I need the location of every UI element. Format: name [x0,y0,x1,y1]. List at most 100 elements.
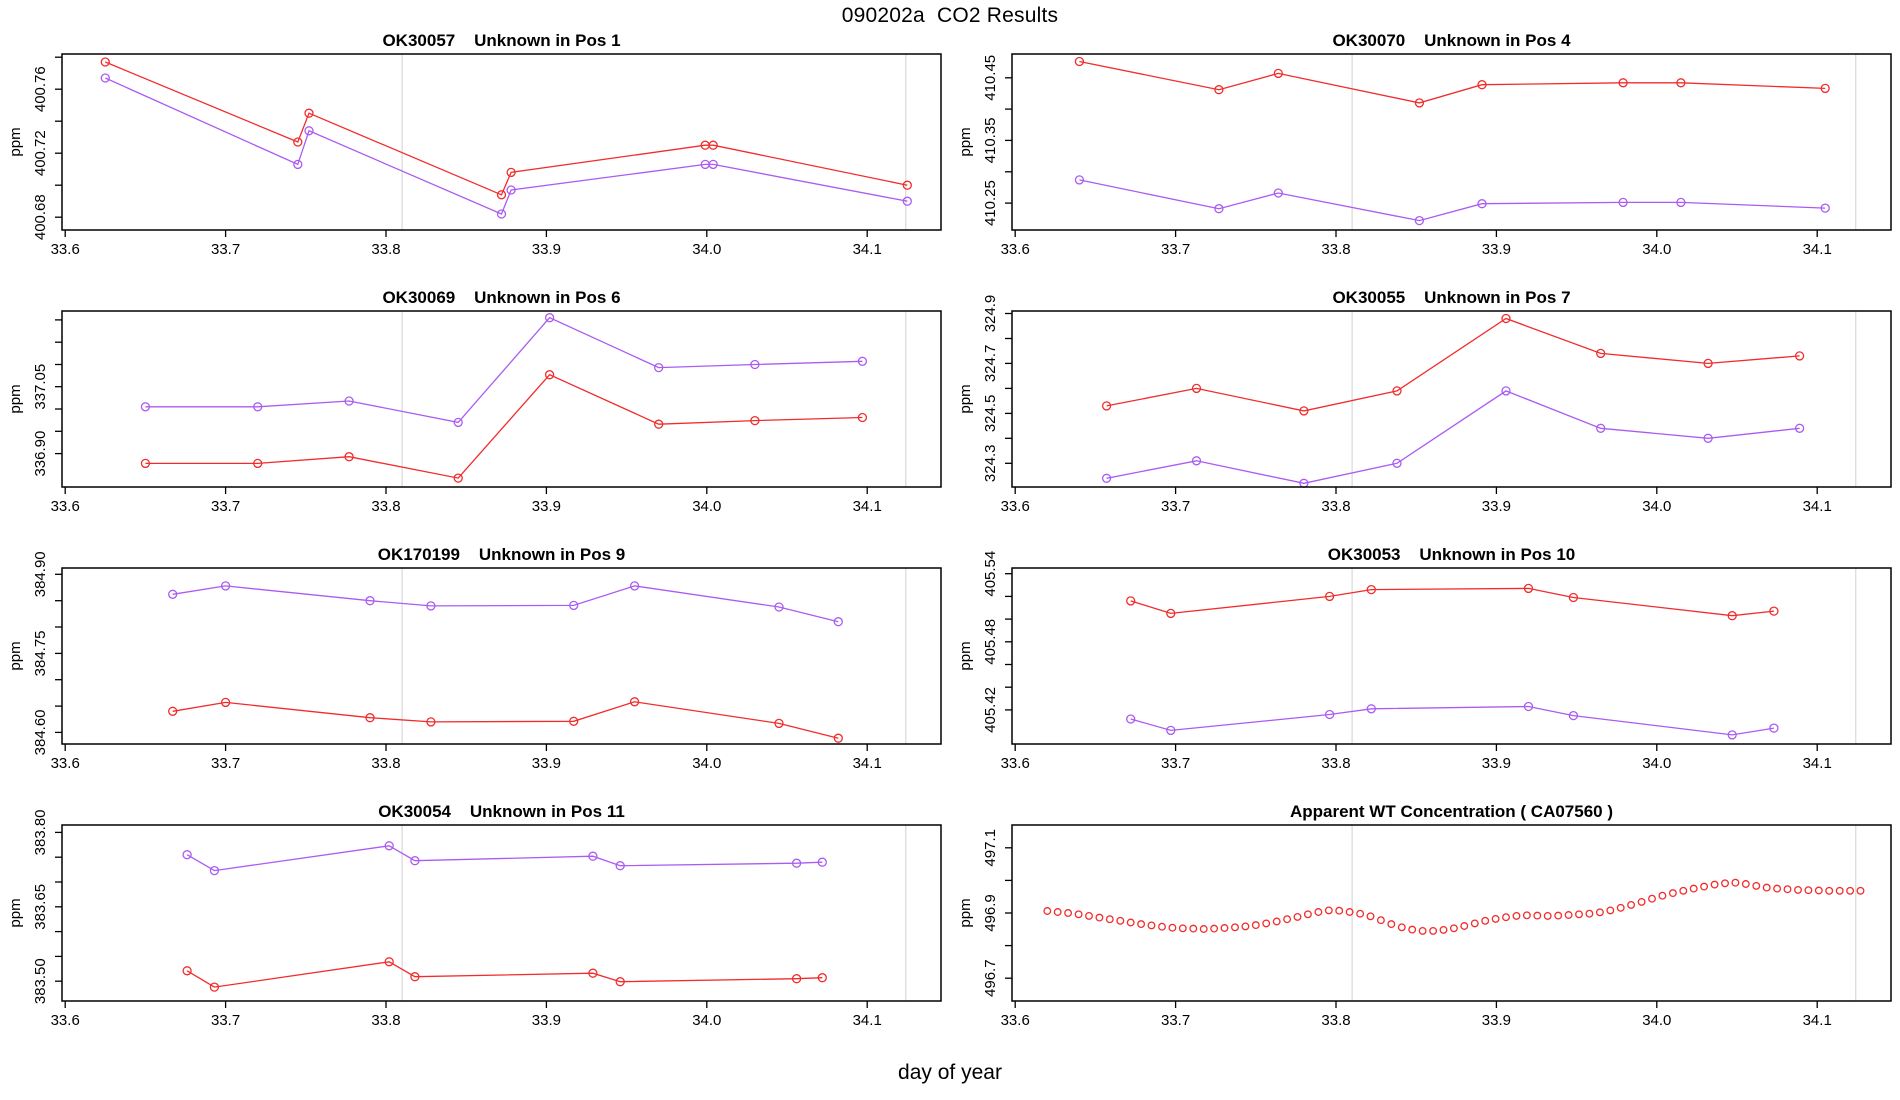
data-point-marker [304,108,314,118]
x-tick-label: 33.6 [51,755,80,772]
chart-panel-pos9: 33.6 33.7 33.8 33.9 34.0 34.1 384.60 384.75 384.… [0,544,950,801]
data-point-marker [1335,906,1344,915]
data-point-marker [1283,915,1292,924]
x-tick-label: 33.8 [1321,755,1350,772]
data-point-marker [1376,916,1385,925]
data-point-marker [384,957,394,967]
data-point-marker [100,57,110,67]
plot-box [1011,824,1892,1002]
data-point-marker [1366,912,1375,921]
data-point-marker [774,718,784,729]
plot-box [1011,310,1892,488]
data-point-marker [1679,886,1688,895]
y-tick-label: 496.7 [982,959,999,997]
series-line-purple [1130,705,1775,736]
data-point-marker [1414,98,1425,108]
data-point-marker [1366,704,1376,714]
data-point-marker [506,185,516,195]
y-tick-label: 384.90 [32,551,49,597]
y-tick-label: 383.80 [32,809,49,855]
data-point-marker [1491,914,1500,923]
data-point-marker [140,458,151,469]
y-tick-label: 324.7 [982,345,999,383]
series-line-purple [1079,179,1826,222]
series-line-red [105,61,908,196]
data-point-marker [833,617,843,627]
chart-svg-pos7: 33.6 33.7 33.8 33.9 34.0 34.1 324.3 324.5 324.7 3… [957,288,1892,515]
data-point-marker [1658,891,1667,900]
panel-grid: 33.6 33.7 33.8 33.9 34.0 34.1 400.68 400.72 400.… [0,30,1900,1058]
data-point-marker [588,968,598,978]
data-point-marker [1116,916,1125,925]
data-point-marker [1564,911,1573,919]
x-tick-label: 33.9 [532,241,561,258]
series-line-red [1130,587,1774,617]
x-tick-label: 33.8 [1321,1012,1350,1029]
data-point-marker [1074,56,1085,67]
data-point-marker [544,370,555,380]
y-tick-label: 383.65 [32,884,49,930]
data-point-marker [293,137,303,147]
data-point-marker [1293,912,1302,921]
x-tick-label: 34.0 [1642,498,1671,515]
data-point-marker [1392,458,1402,468]
data-point-marker [1676,197,1686,208]
data-point-marker [615,977,625,987]
x-tick-label: 34.1 [853,241,882,258]
panel-title: Apparent WT Concentration ( CA07560 ) [1290,802,1613,821]
data-point-marker [1085,911,1093,920]
y-tick-label: 410.25 [982,180,999,226]
data-point-marker [209,865,220,876]
data-point-marker [1166,608,1176,619]
chart-svg-wt-concentration: 33.6 33.7 33.8 33.9 34.0 34.1 496.7 496.9 497.1 p… [957,802,1892,1029]
chart-svg-pos10: 33.6 33.7 33.8 33.9 34.0 34.1 405.42 405.48 405.… [957,545,1892,772]
data-point-marker [1731,878,1740,887]
data-point-marker [1418,926,1427,935]
data-point-marker [1618,78,1628,88]
data-point-marker [588,851,598,861]
y-tick-label: 400.68 [32,194,49,240]
data-point-marker [506,167,516,178]
data-point-marker [304,126,314,136]
chart-panel-wt-concentration: 33.6 33.7 33.8 33.9 34.0 34.1 496.7 496.9 497.1 p… [950,801,1900,1058]
data-point-marker [1710,880,1719,889]
data-point-marker [1053,908,1062,916]
data-point-marker [629,581,640,591]
data-point-marker [1835,886,1844,895]
data-point-marker [857,412,868,423]
data-point-marker [496,190,507,200]
y-tick-label: 383.50 [32,958,49,1004]
x-tick-label: 33.9 [532,498,561,515]
data-point-marker [1794,351,1805,361]
data-point-marker [1727,730,1737,740]
chart-svg-pos4: 33.6 33.7 33.8 33.9 34.0 34.1 410.25 410.35 410.… [957,31,1892,258]
data-point-marker [774,602,784,612]
panel-title: OK30055 Unknown in Pos 7 [1332,288,1570,307]
y-axis-title: ppm [7,641,24,670]
x-tick-label: 33.9 [1482,755,1511,772]
data-point-marker [1214,85,1224,95]
chart-panel-pos11: 33.6 33.7 33.8 33.9 34.0 34.1 383.50 383.65 383.… [0,801,950,1058]
x-tick-label: 33.9 [1482,241,1511,258]
series-line-purple [172,585,839,623]
data-point-marker [1606,906,1615,915]
data-point-marker [220,697,231,708]
data-point-marker [1460,922,1469,930]
data-point-marker [1191,383,1202,394]
x-tick-label: 33.8 [371,498,400,515]
data-point-marker [1596,423,1606,433]
data-point-marker [1210,924,1219,933]
data-point-marker [1101,401,1112,411]
data-point-marker [833,733,843,743]
data-point-marker [1721,879,1729,888]
data-point-marker [1303,910,1312,919]
data-point-marker [1158,922,1166,931]
data-point-marker [1769,606,1779,616]
x-tick-label: 34.1 [853,755,882,772]
series-line-red [1106,317,1800,412]
series-line-red [172,701,839,739]
data-point-marker [496,209,507,219]
data-point-marker [1668,889,1677,898]
data-point-marker [1616,903,1625,912]
